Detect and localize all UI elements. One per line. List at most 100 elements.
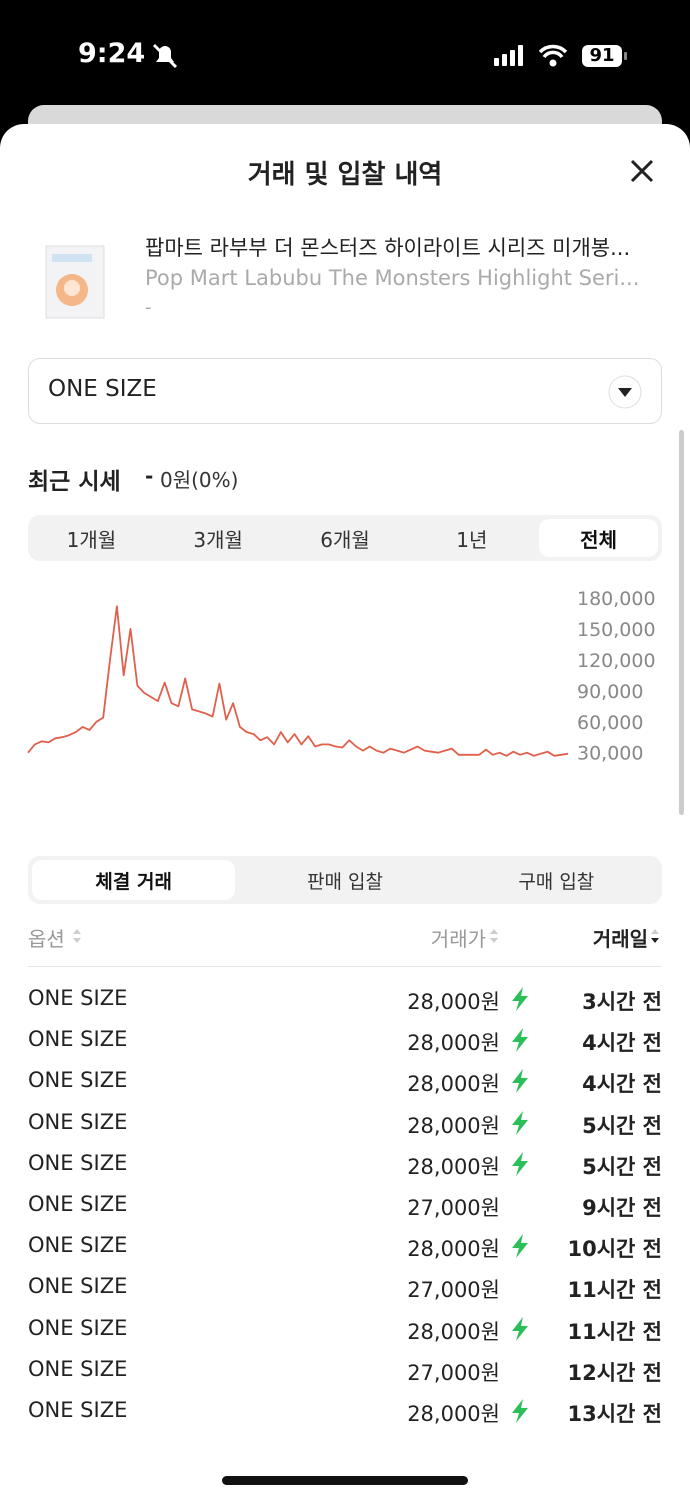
price: 28,000원 [407,1319,500,1344]
bolt [512,1028,528,1053]
status-icons [494,44,627,67]
trade-row: ONE SIZE 28,000원 5시간 전 [0,1102,690,1143]
size-value: ONE SIZE [48,376,157,402]
fast-delivery-icon [509,1110,531,1136]
y-tick-label: 30,000 [577,743,643,765]
bolt [512,1399,528,1423]
tab[interactable]: 구매 입찰 [518,870,595,893]
scrollbar [679,430,684,815]
product-name: 팝마트 라부부 더 몬스터즈 하이라이트 시리즈 미개봉... [145,236,631,260]
tab[interactable]: 6개월 [320,527,370,552]
size-select[interactable] [28,358,662,424]
option: ONE SIZE [28,1398,128,1422]
option: ONE SIZE [28,1356,128,1381]
sort-icon [651,929,659,943]
trade-row: ONE SIZE 27,000원 9시간 전 [0,1184,690,1225]
price: 28,000원 [407,990,500,1014]
home-indicator [222,1476,468,1485]
trade-date: 11시간 전 [567,1319,663,1344]
dropdown-icon [608,375,642,409]
sheet [0,124,690,1500]
bolt [512,1151,528,1176]
tab[interactable]: 1년 [456,527,488,552]
column-header[interactable]: 거래일 [592,927,648,951]
trade-row: ONE SIZE 28,000원 4시간 전 [0,1019,690,1060]
fast-delivery-icon [509,1316,531,1342]
fast-delivery-icon [509,1151,531,1177]
trade-row: ONE SIZE 28,000원 13시간 전 [0,1390,690,1431]
product-sub: - [145,297,152,318]
trade-tabs: 체결 거래 판매 입찰 구매 입찰 [28,856,662,904]
price-line [27,605,569,757]
fast-delivery-icon [509,1233,531,1259]
fast-delivery-icon [509,986,531,1012]
option: ONE SIZE [28,1068,128,1093]
y-tick-label: 180,000 [577,588,656,610]
price-change: 0원(0%) [160,468,239,492]
column-header[interactable]: 거래가 [430,927,486,951]
option: ONE SIZE [28,1109,128,1134]
trade-row: ONE SIZE 28,000원 11시간 전 [0,1308,690,1349]
product-image [45,245,105,319]
close-button[interactable] [628,157,656,185]
fast-delivery-icon [509,1068,531,1094]
period-tabs: 1개월 3개월 6개월 1년 전체 [28,515,662,561]
bolt [512,1234,528,1259]
option: ONE SIZE [28,1150,128,1175]
trade-date: 3시간 전 [582,990,662,1014]
tab[interactable]: 3개월 [193,527,243,552]
y-tick-label: 60,000 [577,712,643,734]
trade-date: 10시간 전 [567,1237,663,1262]
status-time: 9:24 [78,38,146,69]
price-title: 최근 시세 [28,469,121,495]
trade-date: 5시간 전 [582,1113,662,1138]
fast-delivery-icon [509,1027,531,1053]
price-chart: 180,000 150,000 120,000 90,000 60,000 30,000 [27,588,656,765]
option: ONE SIZE [28,1027,128,1052]
option: ONE SIZE [28,1192,128,1216]
price-change-sign: - [145,464,154,488]
trade-row: ONE SIZE 27,000원 11시간 전 [0,1266,690,1307]
option: ONE SIZE [28,1233,128,1258]
product-name-en: Pop Mart Labubu The Monsters Highlight S… [145,266,640,290]
price: 27,000원 [407,1360,500,1385]
price: 28,000원 [407,1113,500,1138]
trade-row: ONE SIZE 28,000원 10시간 전 [0,1225,690,1266]
price: 27,000원 [407,1278,500,1303]
price: 28,000원 [407,1402,500,1426]
tab[interactable]: 체결 거래 [32,860,236,900]
trade-row: ONE SIZE 28,000원 4시간 전 [0,1060,690,1101]
option: ONE SIZE [28,986,128,1010]
tab[interactable]: 판매 입찰 [307,870,383,893]
bolt [512,1110,528,1135]
battery-level: 91 [589,45,615,66]
trade-date: 4시간 전 [582,1072,662,1097]
price: 27,000원 [407,1196,500,1220]
trade-date: 11시간 전 [567,1278,663,1303]
tab[interactable]: 전체 [539,519,658,557]
trade-date: 9시간 전 [582,1196,662,1220]
mute-icon [152,43,178,69]
trade-date: 5시간 전 [582,1154,662,1179]
price: 28,000원 [407,1237,500,1262]
bolt [512,1069,528,1094]
bolt [512,987,528,1011]
fast-delivery-icon [509,1398,531,1424]
trade-row: ONE SIZE 28,000원 5시간 전 [0,1143,690,1184]
option: ONE SIZE [28,1315,128,1340]
y-tick-label: 150,000 [577,619,656,641]
trade-date: 4시간 전 [582,1031,662,1056]
divider [28,966,662,967]
tab[interactable]: 1개월 [66,527,117,552]
sheet-title: 거래 및 입찰 내역 [247,160,443,190]
column-header[interactable]: 옵션 [28,927,65,951]
option: ONE SIZE [28,1274,128,1299]
trade-date: 13시간 전 [567,1402,663,1426]
trade-table: ONE SIZE 28,000원 3시간 전 ONE SIZE 28,000원 4시간 전… [0,978,690,1458]
bolt [512,1316,528,1341]
y-tick-label: 90,000 [577,681,643,703]
trade-row: ONE SIZE 27,000원 12시간 전 [0,1349,690,1390]
price: 28,000원 [407,1072,500,1097]
sort-icon [490,929,498,943]
